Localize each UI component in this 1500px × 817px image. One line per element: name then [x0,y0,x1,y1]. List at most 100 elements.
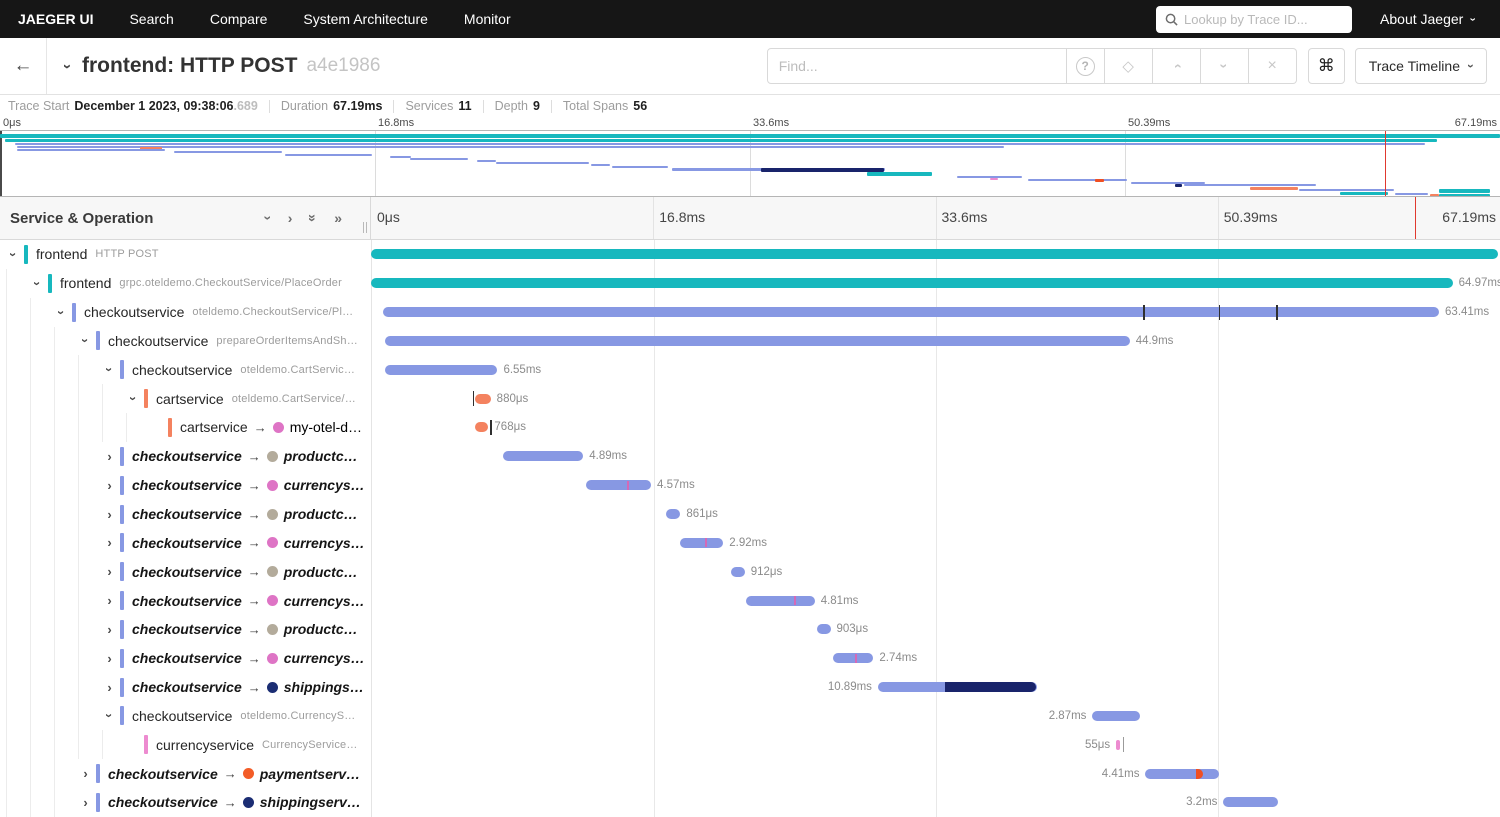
indent-guide [6,701,30,731]
span-row[interactable]: › checkoutservice → productc… 903μs [0,614,1500,644]
trace-lookup-input[interactable] [1184,11,1344,27]
expander-right-icon[interactable]: › [107,650,112,666]
span-bar[interactable] [371,249,1498,260]
expander-down-icon[interactable]: › [102,713,117,719]
span-row[interactable]: › checkoutservice → productc… 912μs [0,557,1500,587]
expand-all-icon[interactable]: » [334,210,342,226]
span-row[interactable]: › checkoutservice oteldemo.CartServic… 6.55… [0,355,1500,385]
expander-right-icon[interactable]: › [107,679,112,695]
span-bar[interactable] [1116,739,1121,750]
expander-right-icon[interactable]: › [107,593,112,609]
expander-down-icon[interactable]: › [102,367,117,372]
expander-right-icon[interactable]: › [107,477,112,493]
trace-view-selector[interactable]: Trace Timeline › [1354,48,1487,84]
span-bar[interactable] [474,393,491,404]
span-row[interactable]: › checkoutservice → currencys… 4.81ms [0,586,1500,615]
span-bar[interactable] [371,278,1453,289]
indent-guide [54,355,78,385]
span-bar[interactable] [680,537,724,548]
span-row[interactable]: › checkoutservice → currencys… 2.74ms [0,643,1500,673]
find-clear-button[interactable]: × [1248,48,1297,84]
span-row[interactable]: › checkoutservice → paymentserv… 4.41ms [0,759,1500,789]
timeline-minimap[interactable] [0,130,1500,197]
nav-item-monitor[interactable]: Monitor [463,11,511,27]
span-bar[interactable] [731,566,745,577]
span-bar[interactable] [832,653,874,664]
child-service-dot [242,796,254,808]
span-timeline-cell: 2.74ms [371,644,1500,673]
find-help-button[interactable]: ? [1066,48,1105,84]
minimap-span [591,163,611,166]
find-input[interactable] [766,48,1067,84]
trace-collapse-toggle-icon[interactable]: › [59,63,76,69]
trace-view-selector-label: Trace Timeline [1368,58,1460,74]
depth-label: Depth [494,99,528,113]
span-bar[interactable] [1092,710,1140,721]
span-row[interactable]: cartservice → my-otel-d… 768μs [0,413,1500,442]
span-bar[interactable] [1145,768,1219,779]
minimap-span [1438,189,1490,193]
span-row[interactable]: › checkoutservice → shippingserv… 3.2ms [0,788,1500,817]
expander-down-icon[interactable]: › [78,338,93,344]
expander-right-icon[interactable]: › [83,766,88,782]
minimap-left-handle[interactable] [0,131,2,196]
expander-down-icon[interactable]: › [126,396,141,401]
expander-right-icon[interactable]: › [107,535,112,551]
operation-name-label: oteldemo.CurrencyS… [240,709,356,722]
span-row[interactable]: › checkoutservice → shippings… 10.89ms [0,672,1500,702]
span-row[interactable]: currencyservice CurrencyService… 55μs [0,730,1500,760]
child-service-name-label: currencys… [283,650,365,667]
expander-right-icon[interactable]: › [107,506,112,522]
span-bar[interactable] [816,624,831,635]
keyboard-shortcuts-button[interactable]: ⌘ [1307,48,1345,84]
span-row[interactable]: › checkoutservice oteldemo.CurrencyS… 2.87m… [0,701,1500,731]
expander-down-icon[interactable]: › [30,281,45,286]
span-tree-cell: › checkoutservice → currencys… [0,470,371,500]
expander-right-icon[interactable]: › [83,794,88,810]
span-bar[interactable] [384,335,1130,346]
span-row[interactable]: › checkoutservice → productc… 4.89ms [0,441,1500,471]
expander-down-icon[interactable]: › [54,309,69,315]
span-bar[interactable] [745,595,815,606]
span-bar[interactable] [1223,797,1278,808]
minimap-span [1027,179,1127,181]
collapse-all-icon[interactable]: » [305,214,322,222]
span-row[interactable]: › checkoutservice oteldemo.CheckoutService… [0,297,1500,327]
span-tree-cell: › checkoutservice → shippings… [0,672,371,702]
nav-item-system-architecture[interactable]: System Architecture [303,11,428,27]
expander-right-icon[interactable]: › [107,564,112,580]
find-next-button[interactable]: › [1200,48,1249,84]
collapse-one-icon[interactable]: › [260,215,277,221]
span-bar[interactable] [585,480,651,491]
span-bar[interactable] [384,364,498,375]
expander-down-icon[interactable]: › [6,252,21,257]
app-logo[interactable]: JAEGER UI [18,11,94,27]
span-bar[interactable] [474,422,489,433]
indent-guide [78,643,102,673]
expander-right-icon[interactable]: › [107,621,112,637]
about-jaeger-menu[interactable]: About Jaeger › [1380,11,1479,27]
focus-span-button[interactable]: ◇ [1104,48,1153,84]
span-bar[interactable] [665,508,681,519]
span-tree-cell: › checkoutservice → paymentserv… [0,759,371,789]
span-tree-cell: › checkoutservice oteldemo.CurrencyS… [0,701,371,731]
service-name-label: checkoutservice [108,794,218,811]
span-bar[interactable] [503,451,584,462]
back-button[interactable]: ← [0,38,47,94]
find-prev-button[interactable]: › [1152,48,1201,84]
span-row[interactable]: › cartservice oteldemo.CartService/… 880μs [0,384,1500,414]
span-row[interactable]: › checkoutservice → currencys… 4.57ms [0,470,1500,500]
span-tree-cell: › checkoutservice → currencys… [0,586,371,615]
nav-item-compare[interactable]: Compare [209,11,268,27]
panel-resize-handle[interactable] [363,222,367,233]
span-row[interactable]: › frontend grpc.oteldemo.CheckoutService/P… [0,268,1500,298]
span-bar[interactable] [383,307,1440,318]
span-row[interactable]: › checkoutservice → productc… 861μs [0,499,1500,529]
nav-item-search[interactable]: Search [129,11,174,27]
expander-right-icon[interactable]: › [107,448,112,464]
span-row[interactable]: › frontend HTTP POST [0,240,1500,269]
expand-one-icon[interactable]: › [287,210,293,226]
span-row[interactable]: › checkoutservice prepareOrderItemsAndSh… 4… [0,326,1500,356]
span-row[interactable]: › checkoutservice → currencys… 2.92ms [0,528,1500,558]
collapsed-arrow-icon: → [247,535,261,551]
